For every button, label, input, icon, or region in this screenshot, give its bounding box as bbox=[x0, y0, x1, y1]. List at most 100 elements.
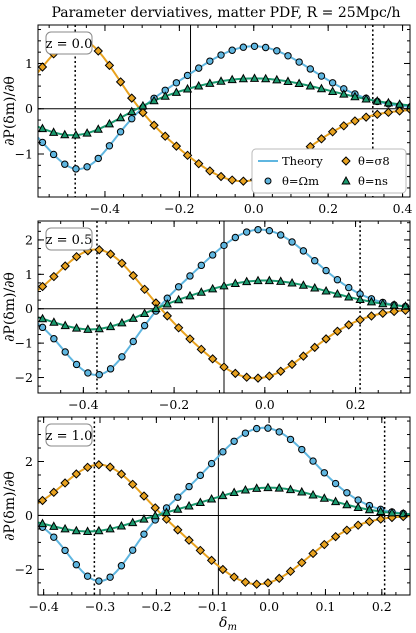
marker-n-s bbox=[149, 95, 159, 105]
marker-sigma-8 bbox=[287, 359, 297, 370]
marker-omega-m bbox=[95, 577, 103, 585]
legend-omega-marker bbox=[264, 177, 272, 185]
marker-n-s bbox=[151, 303, 161, 313]
marker-omega-m bbox=[317, 72, 326, 80]
marker-n-s bbox=[128, 313, 138, 322]
marker-n-s bbox=[238, 73, 248, 83]
marker-omega-m bbox=[206, 57, 214, 65]
panel-1: −0.4 −0.2 0.0 0.2 −2 −1 0 1 2 z = 0.5 ∂P(δm)/∂θ bbox=[2, 220, 411, 412]
x-axis-label: δm bbox=[219, 615, 237, 633]
marker-n-s bbox=[327, 86, 338, 95]
marker-n-s bbox=[274, 483, 284, 492]
marker-n-s bbox=[219, 280, 229, 290]
marker-omega-m bbox=[197, 261, 206, 270]
marker-sigma-8 bbox=[394, 106, 405, 116]
marker-sigma-8 bbox=[195, 545, 206, 556]
marker-omega-m bbox=[118, 353, 126, 361]
marker-n-s bbox=[216, 76, 226, 85]
marker-sigma-8 bbox=[38, 281, 48, 292]
marker-omega-m bbox=[106, 365, 115, 373]
marker-omega-m bbox=[140, 530, 148, 538]
marker-n-s bbox=[264, 275, 275, 285]
marker-omega-m bbox=[72, 165, 80, 173]
marker-n-s bbox=[162, 298, 172, 308]
marker-omega-m bbox=[320, 469, 329, 477]
y-axis-label: ∂P(δm)/∂θ bbox=[2, 76, 18, 146]
marker-omega-m bbox=[354, 496, 362, 504]
marker-sigma-8 bbox=[238, 176, 249, 186]
x-tick-label: −0.2 bbox=[159, 397, 189, 412]
marker-omega-m bbox=[174, 283, 183, 291]
marker-omega-m bbox=[220, 241, 228, 250]
marker-n-s bbox=[105, 523, 115, 533]
marker-omega-m bbox=[83, 163, 91, 171]
marker-n-s bbox=[319, 493, 329, 502]
marker-omega-m bbox=[277, 231, 285, 239]
marker-sigma-8 bbox=[94, 460, 104, 470]
marker-n-s bbox=[378, 298, 388, 308]
marker-n-s bbox=[372, 96, 382, 105]
marker-n-s bbox=[115, 112, 126, 122]
marker-n-s bbox=[195, 497, 205, 507]
marker-sigma-8 bbox=[38, 62, 48, 72]
marker-sigma-8 bbox=[344, 320, 354, 330]
redshift-label: z = 0.0 bbox=[46, 37, 93, 52]
marker-omega-m bbox=[252, 424, 261, 433]
marker-n-s bbox=[38, 518, 48, 528]
marker-omega-m bbox=[333, 276, 342, 284]
x-tick-label: −0.4 bbox=[28, 599, 58, 614]
y-tick-label: 0 bbox=[25, 301, 33, 316]
plot-area bbox=[38, 34, 410, 186]
marker-sigma-8 bbox=[38, 495, 48, 506]
marker-sigma-8 bbox=[128, 270, 138, 281]
marker-n-s bbox=[383, 97, 394, 107]
marker-sigma-8 bbox=[319, 539, 330, 550]
marker-omega-m bbox=[311, 257, 319, 265]
marker-n-s bbox=[353, 502, 363, 511]
marker-omega-m bbox=[50, 533, 58, 541]
marker-sigma-8 bbox=[275, 366, 286, 376]
y-axis-label: ∂P(δm)/∂θ bbox=[2, 272, 18, 342]
marker-omega-m bbox=[116, 128, 125, 136]
marker-sigma-8 bbox=[389, 306, 399, 317]
marker-n-s bbox=[285, 484, 296, 494]
y-tick-label: −2 bbox=[15, 370, 33, 385]
marker-omega-m bbox=[105, 142, 114, 150]
marker-sigma-8 bbox=[361, 112, 371, 122]
marker-sigma-8 bbox=[105, 462, 115, 472]
marker-n-s bbox=[249, 73, 260, 82]
marker-n-s bbox=[116, 520, 127, 530]
marker-n-s bbox=[60, 523, 70, 533]
marker-n-s bbox=[364, 504, 375, 514]
marker-n-s bbox=[394, 99, 405, 108]
marker-sigma-8 bbox=[193, 158, 204, 169]
marker-sigma-8 bbox=[127, 479, 138, 490]
marker-omega-m bbox=[128, 114, 136, 123]
panel-frame bbox=[37, 220, 411, 394]
marker-omega-m bbox=[61, 160, 69, 168]
marker-sigma-8 bbox=[253, 373, 263, 383]
marker-omega-m bbox=[50, 335, 58, 343]
marker-sigma-8 bbox=[173, 323, 184, 333]
marker-sigma-8 bbox=[409, 515, 410, 517]
panel-0: −0.4 −0.2 0.0 0.2 0.4 −1 0 1 z = 0.0 ∂P(δm)/∂θ bbox=[2, 24, 413, 216]
marker-sigma-8 bbox=[205, 166, 215, 176]
marker-n-s bbox=[138, 100, 148, 110]
x-tick-label: 0.1 bbox=[316, 599, 336, 614]
marker-n-s bbox=[298, 280, 309, 289]
x-tick-label: −0.1 bbox=[198, 599, 228, 614]
marker-sigma-8 bbox=[366, 311, 377, 321]
y-tick-label: 0 bbox=[25, 101, 33, 116]
marker-n-s bbox=[127, 106, 137, 116]
plot-area bbox=[38, 424, 410, 589]
marker-omega-m bbox=[72, 360, 81, 369]
marker-sigma-8 bbox=[60, 261, 70, 271]
marker-omega-m bbox=[208, 251, 217, 259]
marker-sigma-8 bbox=[355, 315, 365, 325]
marker-omega-m bbox=[299, 247, 308, 255]
marker-n-s bbox=[229, 487, 239, 497]
marker-omega-m bbox=[275, 428, 283, 436]
marker-omega-m bbox=[273, 47, 281, 55]
marker-sigma-8 bbox=[339, 121, 349, 131]
marker-omega-m bbox=[295, 58, 303, 66]
